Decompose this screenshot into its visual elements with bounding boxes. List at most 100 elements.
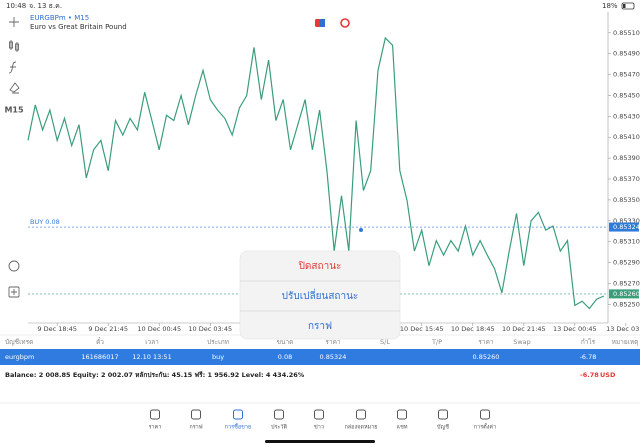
cell: 161686017: [81, 353, 118, 361]
nav-icon[interactable]: [191, 409, 201, 420]
price-level-box: [609, 222, 639, 232]
y-tick-label: 0.85430: [613, 112, 640, 120]
price-level-value: 0.85260: [613, 290, 640, 298]
objects-icon[interactable]: [9, 82, 20, 94]
position-row[interactable]: [0, 349, 640, 365]
cell: 12.10 13:51: [132, 353, 171, 361]
x-tick-label: 13 Dec 00:45: [553, 325, 597, 333]
column-header: ราคา: [478, 338, 493, 346]
x-tick-label: 10 Dec 03:45: [188, 325, 232, 333]
x-tick-label: 10 Dec 18:45: [451, 325, 495, 333]
cell: buy: [212, 353, 224, 361]
nav-label[interactable]: บัญชี: [437, 424, 449, 431]
cell: -6.78: [580, 353, 597, 361]
one-click-icon-half: [320, 19, 325, 27]
nav-icon[interactable]: [438, 409, 448, 420]
bottom-nav: ราคา กราฟ การซื้อขาย ประวัติ ข่าว กล่องจดหมาย…: [149, 409, 496, 431]
popup-item[interactable]: ปรับเปลี่ยนสถานะ: [282, 288, 359, 302]
price-level-label: BUY 0.08: [30, 218, 60, 226]
nav-icon[interactable]: [233, 409, 243, 420]
nav-label[interactable]: ข่าว: [314, 425, 324, 431]
nav-icon[interactable]: [356, 409, 366, 420]
column-header: บัญชีเทรด: [5, 338, 33, 346]
balance-text: Balance: 2 008.85 Equity: 2 002.07 หลักป…: [5, 371, 305, 379]
status-date: จ. 13 ธ.ค.: [29, 2, 62, 10]
column-header: เวลา: [145, 338, 159, 346]
y-tick-label: 0.85450: [613, 91, 640, 99]
cell: 0.85260: [473, 353, 500, 361]
y-tick-label: 0.85250: [613, 300, 640, 308]
x-tick-label: 10 Dec 00:45: [137, 325, 181, 333]
cell: 0.85324: [320, 353, 347, 361]
y-tick-label: 0.85270: [613, 279, 640, 287]
indicators-icon[interactable]: [8, 61, 17, 74]
x-tick-label: 10 Dec 21:45: [502, 325, 546, 333]
indicator-icon[interactable]: [340, 18, 350, 28]
y-tick-label: 0.85510: [613, 29, 640, 37]
price-line: [27, 36, 605, 310]
x-tick-label: 9 Dec 21:45: [88, 325, 128, 333]
nav-label[interactable]: ราคา: [149, 425, 162, 431]
price-level-box: [609, 289, 639, 299]
battery-level: [623, 4, 626, 8]
nav-icon[interactable]: [274, 409, 284, 420]
new-order-plus: [11, 289, 17, 295]
zoom-icon[interactable]: [8, 260, 20, 272]
balance-currency: USD: [600, 371, 616, 379]
left-toolbar: [8, 17, 20, 298]
y-tick-label: 0.85470: [613, 71, 640, 79]
battery-text: 18%: [602, 2, 618, 10]
column-header: ราคา: [325, 338, 340, 346]
column-header: หมายเหตุ: [612, 338, 639, 346]
x-tick-label: 13 Dec 03:4: [606, 325, 640, 333]
nav-label[interactable]: การซื้อขาย: [225, 423, 251, 431]
popup-item[interactable]: ปิดสถานะ: [298, 261, 341, 272]
y-tick-label: 0.85490: [613, 50, 640, 58]
y-tick-label: 0.85290: [613, 259, 640, 267]
column-header: ตั๋ว: [96, 337, 104, 346]
order-marker[interactable]: [359, 228, 363, 232]
home-indicator: [265, 440, 375, 443]
popup-item[interactable]: กราฟ: [308, 321, 332, 332]
new-order-icon[interactable]: [8, 286, 20, 298]
y-tick-label: 0.85390: [613, 154, 640, 162]
column-header: T/P: [431, 338, 442, 346]
nav-label[interactable]: ประวัติ: [271, 424, 287, 431]
chart-type-icon[interactable]: [9, 40, 19, 52]
symbol[interactable]: EURGBPm • M15: [30, 14, 89, 22]
nav-icon[interactable]: [150, 409, 160, 420]
battery-icon: [621, 2, 635, 10]
column-header: Swap: [513, 338, 531, 346]
timeframe-button[interactable]: M15: [4, 106, 24, 115]
y-tick-label: 0.85330: [613, 217, 640, 225]
column-header: ประเภท: [207, 338, 229, 346]
popup-background: [239, 250, 401, 340]
column-header: ขนาด: [277, 338, 294, 346]
nav-icon[interactable]: [314, 409, 324, 420]
y-tick-label: 0.85350: [613, 196, 640, 204]
plot: 0.852500.852700.852900.853100.853300.853…: [27, 29, 640, 333]
status-time: 10:48: [6, 2, 26, 10]
y-tick-label: 0.85310: [613, 238, 640, 246]
y-tick-label: 0.85370: [613, 175, 640, 183]
nav-label[interactable]: การตั้งค่า: [474, 423, 496, 431]
nav-icon[interactable]: [480, 409, 490, 420]
x-tick-label: 9 Dec 18:45: [37, 325, 77, 333]
balance-profit: -6.78: [580, 371, 599, 379]
nav-label[interactable]: กราฟ: [189, 424, 202, 431]
symbol-description: Euro vs Great Britain Pound: [30, 23, 127, 31]
nav-label[interactable]: แชท: [397, 424, 408, 431]
crosshair-icon[interactable]: [9, 17, 19, 27]
nav-label[interactable]: กล่องจดหมาย: [344, 425, 377, 431]
column-header: กำไร: [581, 338, 596, 346]
nav-icon[interactable]: [397, 409, 407, 420]
column-header: S/L: [380, 338, 390, 346]
y-tick-label: 0.85410: [613, 133, 640, 141]
table: บัญชีเทรด ตั๋ว เวลา ประเภท ขนาด ราคา S/L T/P ราค…: [0, 337, 640, 379]
cell: eurgbpm: [5, 353, 34, 361]
x-tick-label: 10 Dec 15:45: [400, 325, 444, 333]
price-level-value: 0.85324: [613, 223, 640, 231]
